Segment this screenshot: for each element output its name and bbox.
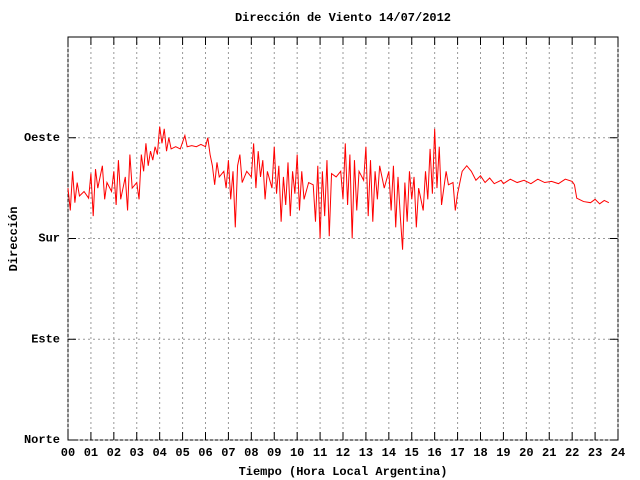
y-tick-label: Oeste <box>24 131 60 145</box>
y-axis-label: Dirección <box>7 207 21 272</box>
x-tick-label: 08 <box>244 446 258 460</box>
y-tick-label: Norte <box>24 433 60 447</box>
x-tick-label: 05 <box>175 446 189 460</box>
x-tick-label: 06 <box>198 446 212 460</box>
x-tick-label: 19 <box>496 446 510 460</box>
x-tick-label: 23 <box>588 446 602 460</box>
y-tick-label: Este <box>31 332 60 346</box>
x-tick-label: 00 <box>61 446 75 460</box>
x-tick-label: 03 <box>130 446 144 460</box>
y-tick-label: Sur <box>38 232 60 246</box>
x-tick-label: 18 <box>473 446 487 460</box>
x-tick-label: 04 <box>152 446 166 460</box>
x-tick-label: 17 <box>450 446 464 460</box>
x-tick-label: 16 <box>427 446 441 460</box>
x-tick-label: 02 <box>107 446 121 460</box>
x-axis-label: Tiempo (Hora Local Argentina) <box>239 465 448 479</box>
chart-title: Dirección de Viento 14/07/2012 <box>235 11 451 25</box>
x-tick-label: 22 <box>565 446 579 460</box>
wind-direction-line <box>67 126 610 250</box>
x-tick-label: 20 <box>519 446 533 460</box>
x-tick-label: 15 <box>405 446 419 460</box>
x-tick-label: 11 <box>313 446 327 460</box>
x-tick-label: 01 <box>84 446 98 460</box>
x-tick-label: 13 <box>359 446 373 460</box>
x-tick-label: 07 <box>221 446 235 460</box>
x-tick-label: 12 <box>336 446 350 460</box>
x-tick-label: 09 <box>267 446 281 460</box>
x-tick-label: 21 <box>542 446 556 460</box>
x-tick-label: 14 <box>382 446 396 460</box>
x-tick-label: 24 <box>611 446 625 460</box>
x-tick-label: 10 <box>290 446 304 460</box>
